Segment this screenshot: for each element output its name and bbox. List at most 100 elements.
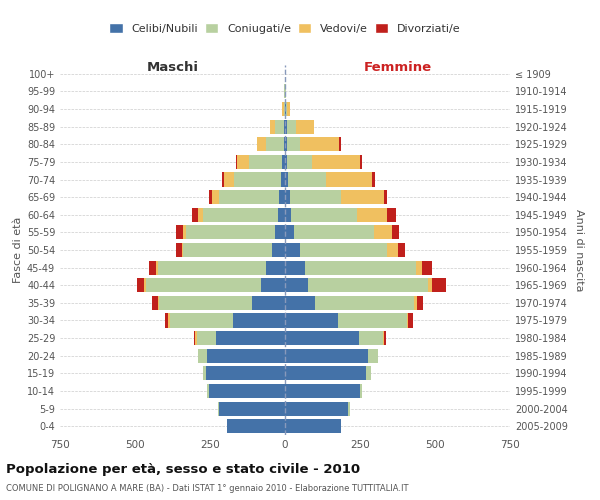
Bar xyxy=(157,296,159,310)
Bar xyxy=(407,314,408,328)
Bar xyxy=(285,402,348,415)
Bar xyxy=(366,366,371,380)
Bar xyxy=(261,278,285,292)
Bar xyxy=(270,120,275,134)
Legend: Celibi/Nubili, Coniugati/e, Vedovi/e, Divorziati/e: Celibi/Nubili, Coniugati/e, Vedovi/e, Di… xyxy=(105,19,465,38)
Bar xyxy=(157,260,265,274)
Bar xyxy=(252,296,285,310)
Bar xyxy=(277,208,285,222)
Text: Maschi: Maschi xyxy=(146,62,199,74)
Bar xyxy=(285,155,287,169)
Bar xyxy=(285,366,366,380)
Bar xyxy=(227,419,285,433)
Bar xyxy=(294,226,373,239)
Bar xyxy=(176,226,183,239)
Bar xyxy=(415,260,421,274)
Bar xyxy=(372,172,375,186)
Bar xyxy=(265,260,285,274)
Bar xyxy=(257,137,265,152)
Bar xyxy=(203,366,205,380)
Bar xyxy=(183,243,271,257)
Bar xyxy=(287,155,312,169)
Y-axis label: Fasce di età: Fasce di età xyxy=(13,217,23,283)
Bar xyxy=(287,120,296,134)
Bar xyxy=(195,331,197,345)
Bar xyxy=(308,278,427,292)
Bar xyxy=(151,296,157,310)
Bar xyxy=(192,208,198,222)
Bar xyxy=(233,314,285,328)
Bar xyxy=(348,402,349,415)
Bar xyxy=(341,190,384,204)
Bar xyxy=(207,348,285,363)
Bar xyxy=(237,155,249,169)
Bar xyxy=(198,208,203,222)
Bar xyxy=(203,208,277,222)
Bar xyxy=(186,226,275,239)
Bar xyxy=(285,137,287,152)
Bar xyxy=(360,384,361,398)
Bar xyxy=(360,155,361,169)
Bar xyxy=(146,278,261,292)
Bar xyxy=(216,331,285,345)
Bar xyxy=(197,331,216,345)
Bar xyxy=(427,278,432,292)
Bar xyxy=(156,260,157,274)
Bar xyxy=(421,260,432,274)
Bar xyxy=(285,102,286,116)
Bar xyxy=(234,172,281,186)
Text: COMUNE DI POLIGNANO A MARE (BA) - Dati ISTAT 1° gennaio 2010 - Elaborazione TUTT: COMUNE DI POLIGNANO A MARE (BA) - Dati I… xyxy=(6,484,409,493)
Bar xyxy=(249,155,282,169)
Y-axis label: Anni di nascita: Anni di nascita xyxy=(574,209,584,291)
Bar xyxy=(285,419,341,433)
Bar xyxy=(417,296,423,310)
Bar xyxy=(265,137,284,152)
Bar xyxy=(288,172,325,186)
Bar xyxy=(284,120,285,134)
Bar xyxy=(285,348,367,363)
Bar xyxy=(398,243,405,257)
Bar xyxy=(290,190,341,204)
Bar xyxy=(219,190,279,204)
Bar xyxy=(384,331,386,345)
Bar xyxy=(357,208,387,222)
Bar xyxy=(282,155,285,169)
Bar xyxy=(284,102,285,116)
Bar xyxy=(207,384,209,398)
Bar xyxy=(432,278,445,292)
Bar xyxy=(285,260,305,274)
Bar xyxy=(305,260,415,274)
Bar xyxy=(384,190,387,204)
Bar xyxy=(198,348,207,363)
Bar xyxy=(275,120,284,134)
Bar xyxy=(219,402,285,415)
Text: Femmine: Femmine xyxy=(364,62,431,74)
Bar xyxy=(168,314,170,328)
Bar xyxy=(282,102,284,116)
Bar xyxy=(284,84,285,98)
Bar xyxy=(275,226,285,239)
Bar xyxy=(296,120,314,134)
Bar xyxy=(285,331,359,345)
Bar xyxy=(387,208,396,222)
Bar xyxy=(325,172,372,186)
Bar xyxy=(287,102,290,116)
Bar xyxy=(281,172,285,186)
Bar xyxy=(170,314,233,328)
Bar xyxy=(223,172,234,186)
Bar xyxy=(337,314,407,328)
Bar xyxy=(205,366,285,380)
Bar xyxy=(212,190,219,204)
Bar xyxy=(300,137,339,152)
Bar xyxy=(312,155,360,169)
Bar xyxy=(285,208,291,222)
Bar xyxy=(137,278,144,292)
Bar xyxy=(285,243,300,257)
Bar xyxy=(285,384,360,398)
Bar xyxy=(287,137,300,152)
Bar xyxy=(222,172,223,186)
Bar xyxy=(284,137,285,152)
Bar xyxy=(235,155,237,169)
Bar xyxy=(315,296,414,310)
Bar xyxy=(286,102,287,116)
